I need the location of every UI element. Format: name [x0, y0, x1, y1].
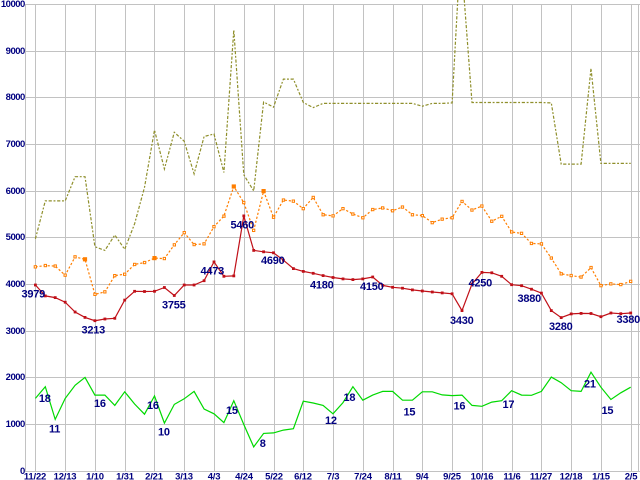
svg-text:3280: 3280	[549, 321, 573, 333]
svg-text:7/24: 7/24	[354, 471, 373, 480]
svg-text:12/18: 12/18	[560, 471, 583, 480]
svg-text:3979: 3979	[22, 288, 46, 300]
svg-text:2000: 2000	[6, 372, 25, 383]
svg-text:5000: 5000	[6, 232, 25, 243]
svg-text:11: 11	[49, 423, 60, 435]
svg-text:11/27: 11/27	[530, 471, 552, 480]
svg-text:8000: 8000	[6, 92, 25, 103]
svg-text:4000: 4000	[6, 279, 25, 290]
svg-text:3/13: 3/13	[175, 471, 193, 480]
svg-text:9/25: 9/25	[443, 471, 462, 480]
svg-text:15: 15	[602, 405, 614, 417]
svg-text:11/22: 11/22	[24, 471, 46, 480]
svg-text:5460: 5460	[231, 220, 255, 232]
svg-text:1/10: 1/10	[86, 471, 104, 480]
svg-text:1000: 1000	[6, 419, 25, 430]
svg-text:1/15: 1/15	[592, 471, 611, 480]
svg-text:4/3: 4/3	[208, 471, 221, 480]
svg-text:16: 16	[454, 400, 466, 412]
svg-text:10: 10	[158, 426, 170, 438]
svg-text:4150: 4150	[360, 281, 384, 293]
svg-text:4690: 4690	[261, 255, 285, 267]
svg-text:8/11: 8/11	[384, 471, 402, 480]
svg-text:15: 15	[404, 406, 416, 418]
svg-text:4250: 4250	[469, 277, 493, 289]
svg-text:0: 0	[20, 466, 25, 477]
svg-text:7/3: 7/3	[327, 471, 340, 480]
svg-text:21: 21	[584, 378, 596, 390]
svg-text:2/21: 2/21	[145, 471, 164, 480]
svg-text:12/13: 12/13	[54, 471, 77, 480]
svg-text:16: 16	[94, 398, 106, 410]
svg-text:15: 15	[226, 405, 238, 417]
svg-text:2/5: 2/5	[625, 471, 639, 480]
svg-text:5/22: 5/22	[265, 471, 283, 480]
svg-text:9/4: 9/4	[416, 471, 430, 480]
svg-text:3213: 3213	[82, 324, 106, 336]
svg-text:18: 18	[39, 393, 51, 405]
svg-text:3380: 3380	[617, 314, 640, 326]
svg-text:10000: 10000	[1, 0, 25, 10]
svg-text:6/12: 6/12	[294, 471, 312, 480]
svg-text:16: 16	[147, 400, 159, 412]
svg-text:6000: 6000	[6, 186, 25, 197]
svg-text:7000: 7000	[6, 139, 25, 150]
svg-text:8: 8	[260, 438, 266, 450]
svg-text:17: 17	[503, 399, 515, 411]
svg-text:12: 12	[325, 415, 337, 427]
svg-text:1/31: 1/31	[116, 471, 135, 480]
svg-text:10/16: 10/16	[471, 471, 494, 480]
svg-text:9000: 9000	[6, 46, 25, 57]
svg-text:3880: 3880	[518, 293, 542, 305]
svg-text:18: 18	[344, 392, 356, 404]
svg-text:3000: 3000	[6, 326, 25, 337]
svg-text:3430: 3430	[450, 315, 474, 327]
svg-text:11/6: 11/6	[503, 471, 520, 480]
svg-text:4180: 4180	[310, 280, 334, 292]
svg-text:3755: 3755	[162, 299, 186, 311]
svg-text:4473: 4473	[201, 266, 225, 278]
svg-text:4/24: 4/24	[235, 471, 254, 480]
